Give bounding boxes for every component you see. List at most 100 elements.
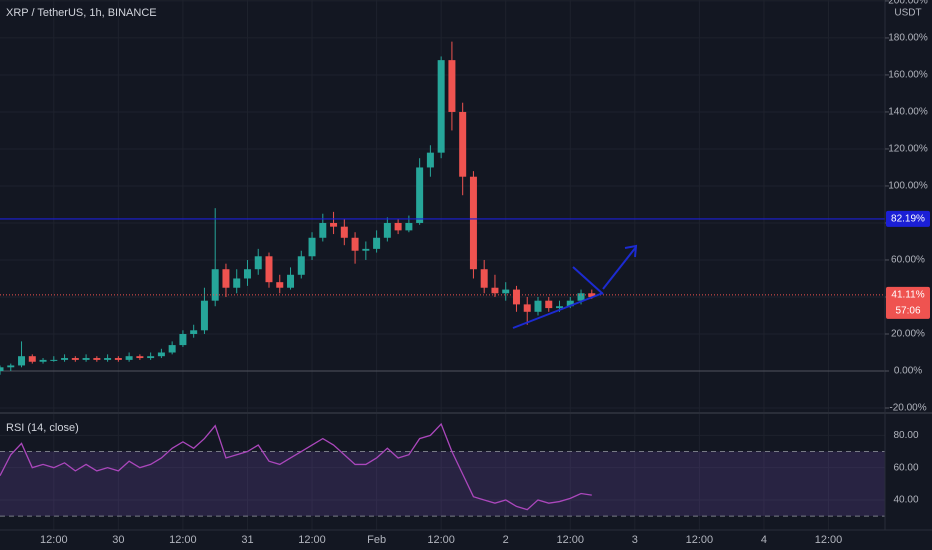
y-tick-label: 160.00%: [888, 70, 928, 81]
candle-body: [534, 300, 542, 312]
candle-body: [287, 274, 295, 288]
y-tick-label: 100.00%: [888, 181, 928, 192]
candle-body: [114, 358, 122, 360]
x-tick-label: 4: [761, 534, 767, 546]
candle-body: [426, 152, 434, 168]
candle-body: [28, 356, 36, 362]
chart-title: XRP / TetherUS, 1h, BINANCE: [6, 7, 157, 19]
candle-body: [545, 300, 553, 309]
candle-body: [437, 60, 445, 153]
candle-body: [491, 287, 499, 294]
candle-body: [319, 222, 327, 238]
candle-body: [147, 356, 155, 359]
candle-body: [330, 222, 338, 227]
candle-body: [265, 256, 273, 283]
candle-body: [405, 222, 413, 231]
trendline: [512, 292, 604, 329]
candle-body: [566, 300, 574, 307]
arrow-head: [624, 244, 638, 258]
candle-body: [125, 356, 133, 360]
x-tick-label: 12:00: [427, 534, 455, 546]
x-tick-label: 2: [503, 534, 509, 546]
candle-body: [351, 237, 359, 251]
y-tick-label: 120.00%: [888, 144, 928, 155]
candle-body: [200, 300, 208, 331]
x-tick-label: 3: [632, 534, 638, 546]
candle-body: [556, 306, 564, 309]
candle-body: [157, 352, 165, 357]
candle-body: [383, 222, 391, 238]
rsi-tick-label: 40.00: [893, 495, 918, 506]
candle-body: [362, 248, 370, 251]
x-tick-label: 12:00: [686, 534, 714, 546]
x-tick-label: Feb: [367, 534, 386, 546]
rsi-line: [0, 422, 592, 511]
candle-body: [276, 282, 284, 288]
y-tick-label: 0.00%: [894, 366, 922, 377]
candle-body: [39, 359, 47, 362]
rsi-tick-label: 60.00: [893, 462, 918, 473]
price-line-label: 82.19%: [891, 214, 925, 225]
marks-layer: [0, 41, 885, 511]
x-tick-label: 12:00: [169, 534, 197, 546]
candle-body: [222, 269, 230, 288]
candle-body: [50, 359, 58, 361]
y-tick-label: 20.00%: [891, 329, 925, 340]
y-tick-label: 200.00%: [888, 0, 928, 7]
candle-body: [104, 358, 112, 360]
candle-body: [179, 333, 187, 346]
candle-body: [512, 289, 520, 305]
y-tick-label: 180.00%: [888, 33, 928, 44]
candle-body: [168, 345, 176, 353]
y-tick-label: -20.00%: [889, 403, 926, 414]
x-tick-label: 12:00: [40, 534, 68, 546]
x-tick-label: 30: [112, 534, 124, 546]
rsi-title: RSI (14, close): [6, 422, 79, 434]
x-tick-label: 12:00: [815, 534, 843, 546]
candle-body: [480, 269, 488, 288]
candle-body: [308, 237, 316, 257]
last-price-label: 41.11%: [891, 290, 924, 301]
candle-body: [523, 304, 531, 312]
candle-body: [93, 358, 101, 360]
rsi-band: [0, 451, 885, 517]
y-tick-label: 60.00%: [891, 255, 925, 266]
candle-body: [469, 176, 477, 270]
candle-body: [448, 60, 456, 112]
candle-body: [7, 365, 15, 368]
x-tick-label: 31: [241, 534, 253, 546]
countdown-label: 57:06: [895, 306, 920, 317]
trendline: [572, 266, 604, 295]
candle-body: [136, 356, 144, 359]
last-price-tag: [886, 286, 930, 319]
candle-body: [0, 367, 4, 371]
arrow-line: [602, 246, 637, 290]
y-tick-label: 140.00%: [888, 107, 928, 118]
candle-body: [18, 356, 26, 366]
x-tick-label: 12:00: [557, 534, 585, 546]
candle-body: [233, 278, 241, 288]
candle-body: [577, 293, 585, 301]
rsi-tick-label: 80.00: [893, 430, 918, 441]
candle-body: [416, 167, 424, 223]
candle-body: [211, 269, 219, 301]
candle-body: [394, 222, 402, 231]
y-unit: USDT: [894, 8, 921, 19]
candle-body: [340, 226, 348, 238]
candle-body: [254, 256, 262, 270]
candle-body: [459, 111, 467, 177]
candle-body: [71, 358, 79, 360]
candle-body: [61, 358, 69, 360]
candle-body: [502, 289, 510, 294]
candle-body: [373, 237, 381, 249]
candle-body: [82, 358, 90, 360]
candle-body: [297, 256, 305, 275]
price-line-tag: [886, 210, 930, 227]
candle-body: [190, 330, 198, 334]
drawing-triangle: [512, 244, 638, 329]
candle-body: [243, 269, 251, 279]
x-tick-label: 12:00: [298, 534, 326, 546]
